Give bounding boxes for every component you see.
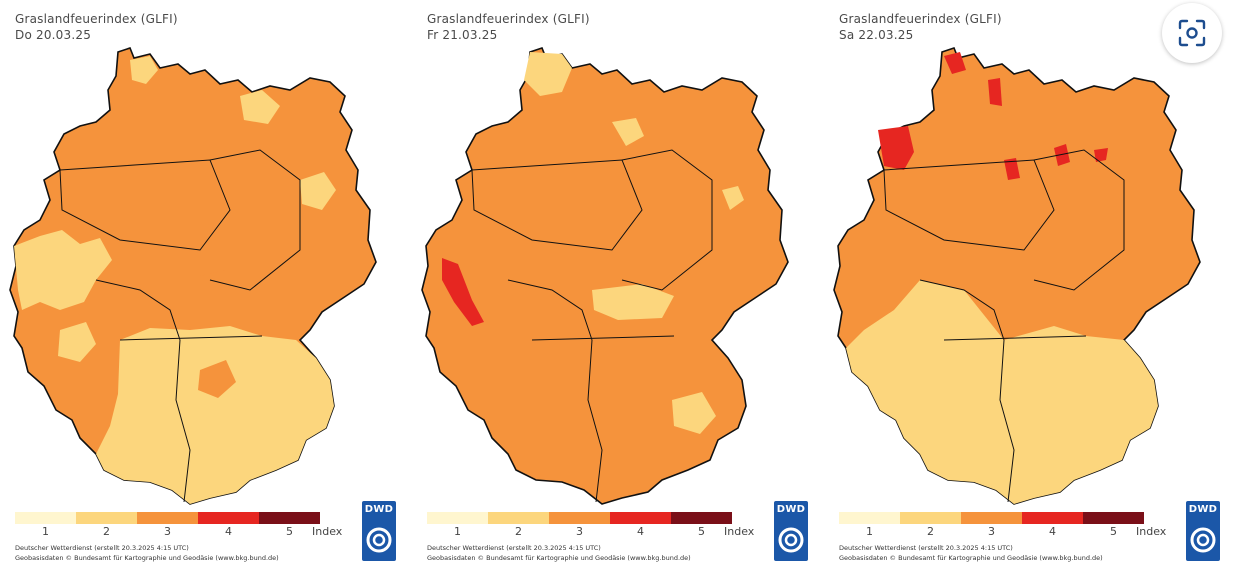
legend-swatch-1 <box>427 512 488 524</box>
legend-label-1: 1 <box>454 525 461 538</box>
footer-geodata: Geobasisdaten © Bundesamt für Kartograph… <box>839 554 1103 562</box>
legend-swatch-3 <box>549 512 610 524</box>
dwd-logo-text: DWD <box>1188 504 1218 515</box>
legend-swatch-4 <box>1022 512 1083 524</box>
lens-scan-button[interactable] <box>1162 3 1222 63</box>
legend-label-4: 4 <box>225 525 232 538</box>
legend-label-3: 3 <box>164 525 171 538</box>
map-panel-3: Graslandfeuerindex (GLFI) Sa 22.03.25 1 … <box>824 0 1224 576</box>
legend-label-2: 2 <box>515 525 522 538</box>
legend-swatch-5 <box>259 512 320 524</box>
legend-swatch-4 <box>198 512 259 524</box>
legend-labels: 1 2 3 4 5 Index <box>427 525 757 539</box>
dwd-swirl-icon <box>366 527 392 553</box>
legend-label-2: 2 <box>927 525 934 538</box>
legend-swatch-2 <box>900 512 961 524</box>
footer-credit: Deutscher Wetterdienst (erstellt 20.3.20… <box>427 544 601 552</box>
legend-swatch-3 <box>961 512 1022 524</box>
legend-label-1: 1 <box>866 525 873 538</box>
legend-swatch-5 <box>671 512 732 524</box>
germany-map <box>833 47 1201 505</box>
dwd-logo: DWD <box>1186 501 1220 561</box>
dwd-logo-text: DWD <box>776 504 806 515</box>
map-panel-2: Graslandfeuerindex (GLFI) Fr 21.03.25 1 … <box>412 0 812 576</box>
map-panel-1: Graslandfeuerindex (GLFI) Do 20.03.25 1 … <box>0 0 400 576</box>
legend-swatch-5 <box>1083 512 1144 524</box>
footer-geodata: Geobasisdaten © Bundesamt für Kartograph… <box>427 554 691 562</box>
legend-swatch-1 <box>839 512 900 524</box>
lens-scan-icon <box>1178 19 1206 47</box>
legend-swatch-1 <box>15 512 76 524</box>
legend-label-5: 5 <box>1110 525 1117 538</box>
legend-label-4: 4 <box>637 525 644 538</box>
legend-bar <box>839 512 1144 524</box>
legend-label-2: 2 <box>103 525 110 538</box>
legend-labels: 1 2 3 4 5 Index <box>839 525 1169 539</box>
legend-index-label: Index <box>724 525 755 538</box>
legend-bar <box>427 512 732 524</box>
panel-date: Do 20.03.25 <box>15 28 92 42</box>
legend-label-5: 5 <box>286 525 293 538</box>
panel-title: Graslandfeuerindex (GLFI) <box>15 12 178 26</box>
legend-swatch-2 <box>76 512 137 524</box>
legend-label-3: 3 <box>576 525 583 538</box>
legend-bar <box>15 512 320 524</box>
panel-date: Fr 21.03.25 <box>427 28 498 42</box>
legend-swatch-2 <box>488 512 549 524</box>
germany-map <box>9 47 377 505</box>
dwd-logo: DWD <box>362 501 396 561</box>
legend-label-4: 4 <box>1049 525 1056 538</box>
legend-labels: 1 2 3 4 5 Index <box>15 525 345 539</box>
footer-credit: Deutscher Wetterdienst (erstellt 20.3.20… <box>839 544 1013 552</box>
legend-index-label: Index <box>312 525 343 538</box>
panel-title: Graslandfeuerindex (GLFI) <box>427 12 590 26</box>
germany-outline <box>421 47 789 505</box>
panel-date: Sa 22.03.25 <box>839 28 914 42</box>
footer-geodata: Geobasisdaten © Bundesamt für Kartograph… <box>15 554 279 562</box>
germany-map <box>421 47 789 505</box>
dwd-swirl-icon <box>1190 527 1216 553</box>
legend-label-5: 5 <box>698 525 705 538</box>
legend-swatch-4 <box>610 512 671 524</box>
dwd-logo-text: DWD <box>364 504 394 515</box>
footer-credit: Deutscher Wetterdienst (erstellt 20.3.20… <box>15 544 189 552</box>
legend-swatch-3 <box>137 512 198 524</box>
dwd-logo: DWD <box>774 501 808 561</box>
legend-index-label: Index <box>1136 525 1167 538</box>
legend-label-1: 1 <box>42 525 49 538</box>
legend-label-3: 3 <box>988 525 995 538</box>
panel-title: Graslandfeuerindex (GLFI) <box>839 12 1002 26</box>
dwd-swirl-icon <box>778 527 804 553</box>
